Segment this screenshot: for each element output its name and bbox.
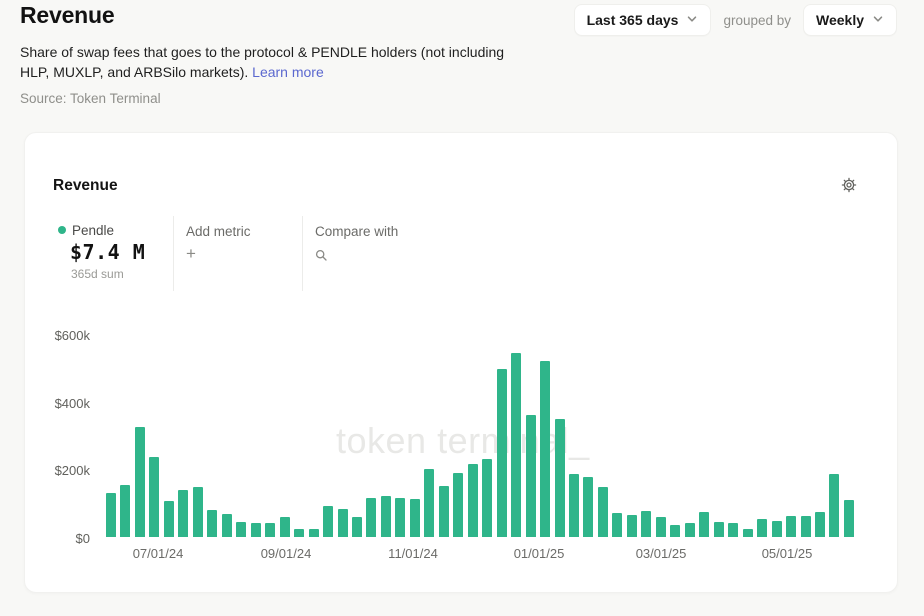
compare-with-label: Compare with — [315, 224, 399, 239]
chevron-down-icon — [686, 12, 698, 28]
bar[interactable] — [453, 472, 464, 537]
bar[interactable] — [438, 485, 449, 537]
bar[interactable] — [265, 522, 276, 537]
bar[interactable] — [670, 525, 681, 537]
bar[interactable] — [655, 517, 666, 537]
bar[interactable] — [757, 518, 768, 537]
time-range-value: Last 365 days — [586, 12, 679, 28]
header-controls: Last 365 days grouped by Weekly — [573, 4, 897, 36]
bar[interactable] — [569, 474, 579, 537]
x-axis-tick: 11/01/24 — [388, 546, 438, 561]
bar[interactable] — [380, 496, 391, 537]
metric-value: $7.4 M — [70, 240, 146, 264]
series-color-dot — [58, 226, 66, 234]
bar[interactable] — [163, 501, 174, 537]
add-metric-label: Add metric — [186, 224, 251, 239]
bar[interactable] — [713, 521, 724, 537]
revenue-chart-card: Revenue Pendle $7.4 M 365d sum Add me — [24, 132, 898, 593]
bar[interactable] — [583, 477, 594, 537]
bar[interactable] — [294, 529, 305, 537]
bar[interactable] — [786, 516, 797, 537]
bar[interactable] — [351, 517, 362, 537]
bar[interactable] — [207, 510, 218, 537]
search-icon[interactable] — [315, 249, 328, 267]
bar[interactable] — [424, 469, 435, 537]
bar[interactable] — [337, 508, 348, 537]
bar[interactable] — [178, 489, 189, 537]
bar[interactable] — [771, 520, 782, 537]
bar[interactable] — [236, 521, 247, 537]
description-line2: HLP, MUXLP, and ARBSilo markets). — [20, 64, 253, 80]
chart-settings-button[interactable] — [838, 175, 860, 197]
plus-icon[interactable]: + — [186, 244, 196, 263]
bar[interactable] — [699, 512, 710, 537]
bar[interactable] — [395, 498, 406, 537]
source-attribution: Source: Token Terminal — [20, 91, 161, 106]
gear-icon — [841, 177, 857, 196]
bar[interactable] — [728, 523, 739, 537]
bar[interactable] — [612, 513, 623, 537]
bar[interactable] — [800, 515, 811, 537]
bar[interactable] — [496, 368, 507, 537]
y-axis-tick: $0 — [75, 531, 90, 546]
metric-divider — [302, 216, 303, 291]
bar[interactable] — [279, 516, 290, 537]
bar[interactable] — [511, 352, 522, 537]
bar[interactable] — [597, 486, 608, 537]
bar[interactable] — [409, 499, 420, 537]
bar[interactable] — [221, 514, 232, 537]
y-axis-tick: $200k — [54, 463, 90, 478]
bar[interactable] — [626, 515, 637, 537]
bar[interactable] — [323, 505, 334, 537]
bar[interactable] — [742, 529, 753, 537]
page-description: Share of swap fees that goes to the prot… — [20, 42, 580, 82]
granularity-value: Weekly — [816, 12, 864, 28]
bar[interactable] — [106, 493, 116, 537]
x-axis-tick: 03/01/25 — [635, 546, 687, 561]
bar[interactable] — [149, 456, 160, 537]
bar[interactable] — [554, 419, 565, 537]
description-line1: Share of swap fees that goes to the prot… — [20, 44, 505, 60]
metric-name: Pendle — [72, 223, 115, 238]
bar[interactable] — [525, 414, 536, 537]
y-axis-tick: $400k — [54, 396, 90, 411]
grouped-by-label: grouped by — [723, 12, 791, 28]
time-range-dropdown[interactable]: Last 365 days — [573, 4, 712, 36]
bar[interactable] — [120, 484, 131, 537]
bar[interactable] — [366, 497, 377, 537]
x-axis-tick: 09/01/24 — [260, 546, 312, 561]
bar[interactable] — [467, 463, 478, 537]
x-axis-tick: 07/01/24 — [132, 546, 184, 561]
bar[interactable] — [250, 522, 261, 537]
page-title: Revenue — [20, 2, 115, 28]
bar[interactable] — [684, 522, 695, 537]
bar[interactable] — [134, 427, 145, 537]
bar[interactable] — [540, 361, 551, 537]
bar[interactable] — [843, 499, 854, 537]
bar[interactable] — [482, 459, 493, 537]
y-axis-tick: $600k — [54, 328, 90, 343]
x-axis-tick: 01/01/25 — [513, 546, 565, 561]
metric-divider — [173, 216, 174, 291]
chart-title: Revenue — [53, 177, 118, 194]
x-axis-tick: 05/01/25 — [761, 546, 813, 561]
bar[interactable] — [829, 473, 840, 537]
bar[interactable] — [192, 487, 203, 537]
bar[interactable] — [641, 510, 652, 537]
chevron-down-icon — [872, 12, 884, 28]
bar[interactable] — [308, 529, 319, 537]
bars — [106, 325, 854, 537]
metric-period: 365d sum — [71, 267, 124, 281]
granularity-dropdown[interactable]: Weekly — [803, 4, 897, 36]
bar[interactable] — [814, 512, 825, 537]
learn-more-link[interactable]: Learn more — [252, 64, 324, 80]
